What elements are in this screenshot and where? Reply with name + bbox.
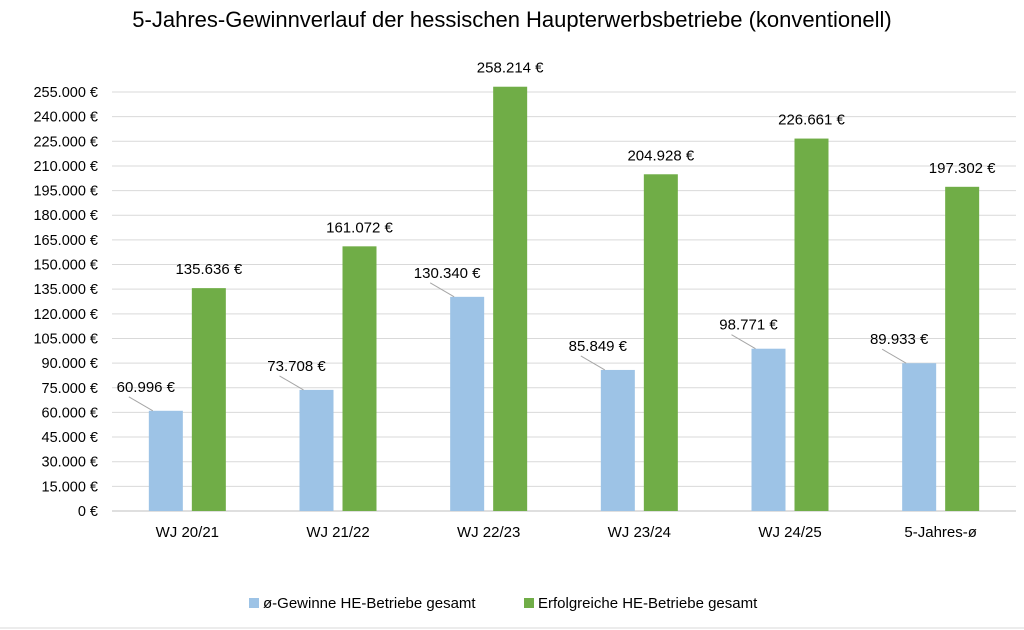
bar — [299, 389, 334, 511]
x-tick-label: WJ 24/25 — [758, 524, 821, 541]
y-tick-label: 225.000 € — [33, 134, 98, 150]
y-tick-label: 45.000 € — [42, 430, 98, 446]
legend-swatch — [249, 598, 259, 608]
x-tick-label: WJ 22/23 — [457, 524, 520, 541]
legend: ø-Gewinne HE-Betriebe gesamt Erfolgreiche… — [249, 595, 758, 612]
x-tick-label: WJ 21/22 — [306, 524, 369, 541]
x-tick-label: WJ 20/21 — [156, 524, 219, 541]
y-tick-label: 30.000 € — [42, 455, 98, 471]
data-label: 73.708 € — [267, 358, 326, 375]
x-axis: WJ 20/21 WJ 21/22 WJ 22/23 WJ 23/24 WJ 24/25… — [156, 524, 977, 541]
bar — [450, 296, 485, 511]
leader-line — [881, 348, 907, 364]
data-labels: 60.996 € 135.636 € 73.708 € 161.072 € 130.34… — [117, 60, 997, 396]
y-tick-label: 240.000 € — [33, 110, 98, 126]
leader-line — [731, 334, 756, 350]
data-label: 258.214 € — [477, 60, 544, 77]
bars — [148, 86, 980, 512]
y-tick-label: 210.000 € — [33, 159, 98, 175]
bar — [493, 86, 528, 511]
bar — [148, 410, 183, 511]
data-label: 204.928 € — [627, 147, 694, 164]
y-tick-label: 165.000 € — [33, 233, 98, 249]
data-label: 85.849 € — [569, 338, 628, 355]
bar — [945, 186, 980, 512]
gridlines — [112, 91, 1016, 512]
y-tick-label: 180.000 € — [33, 208, 98, 224]
y-tick-label: 150.000 € — [33, 258, 98, 274]
y-tick-label: 255.000 € — [33, 85, 98, 101]
data-label: 197.302 € — [929, 160, 996, 177]
leader-line — [279, 375, 304, 391]
data-label: 98.771 € — [719, 317, 778, 334]
legend-swatch — [524, 598, 534, 608]
bar — [643, 174, 678, 512]
legend-label: ø-Gewinne HE-Betriebe gesamt — [263, 595, 476, 612]
data-label: 226.661 € — [778, 112, 845, 129]
bar — [902, 363, 937, 511]
y-tick-label: 135.000 € — [33, 282, 98, 298]
data-label: 130.340 € — [414, 265, 481, 282]
y-axis: 0 € 15.000 € 30.000 € 45.000 € 60.000 € 75.00… — [33, 85, 98, 520]
leader-line — [580, 355, 606, 371]
bar — [751, 348, 786, 511]
leader-lines — [128, 282, 907, 412]
bar — [342, 246, 377, 511]
x-tick-label: 5-Jahres-ø — [904, 524, 977, 541]
bar — [191, 288, 226, 511]
bar — [794, 138, 829, 511]
data-label: 60.996 € — [117, 379, 176, 396]
y-tick-label: 75.000 € — [42, 381, 98, 397]
y-tick-label: 0 € — [78, 504, 98, 520]
data-label: 161.072 € — [326, 219, 393, 236]
y-tick-label: 120.000 € — [33, 307, 98, 323]
leader-line — [128, 396, 154, 412]
y-tick-label: 60.000 € — [42, 405, 98, 421]
data-label: 89.933 € — [870, 331, 929, 348]
leader-line — [429, 282, 455, 298]
data-label: 135.636 € — [175, 261, 242, 278]
y-tick-label: 195.000 € — [33, 184, 98, 200]
y-tick-label: 105.000 € — [33, 331, 98, 347]
y-tick-label: 90.000 € — [42, 356, 98, 372]
chart-title: 5-Jahres-Gewinnverlauf der hessischen Ha… — [132, 7, 891, 32]
legend-label: Erfolgreiche HE-Betriebe gesamt — [538, 595, 758, 612]
x-tick-label: WJ 23/24 — [608, 524, 671, 541]
y-tick-label: 15.000 € — [42, 479, 98, 495]
bar — [600, 369, 635, 511]
